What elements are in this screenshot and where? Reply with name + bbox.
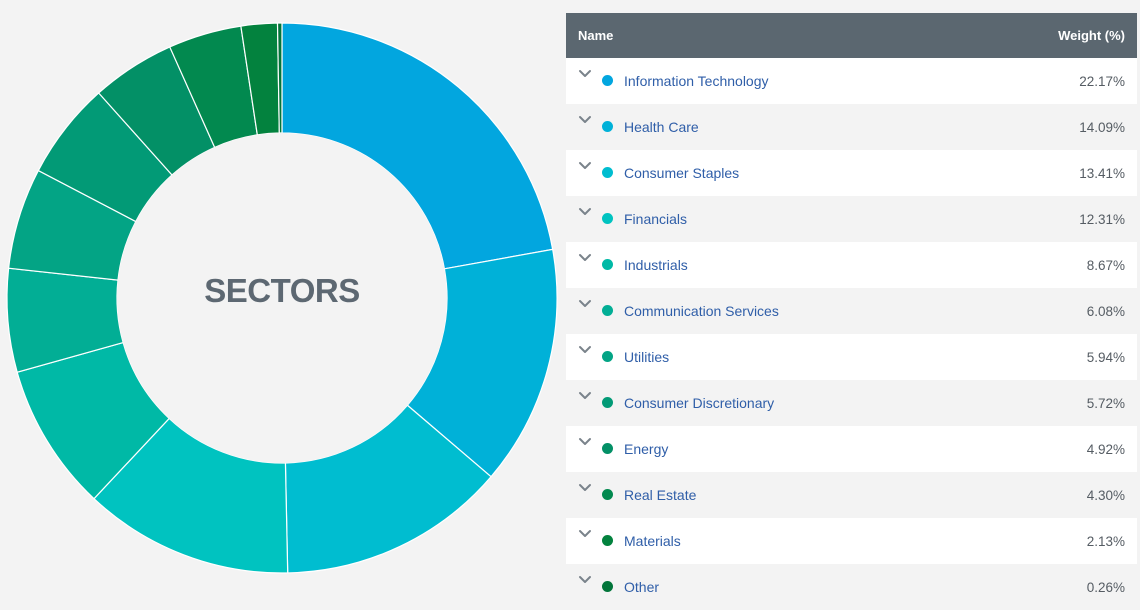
color-dot-icon — [602, 166, 613, 178]
table-row[interactable]: Consumer Staples 13.41% — [566, 150, 1137, 196]
sector-weight: 4.92% — [1086, 441, 1125, 457]
color-dot-icon — [602, 120, 613, 132]
sector-name-link[interactable]: Information Technology — [624, 73, 769, 89]
sector-weight: 8.67% — [1086, 257, 1125, 273]
table-row[interactable]: Financials 12.31% — [566, 196, 1137, 242]
table-row[interactable]: Consumer Discretionary 5.72% — [566, 380, 1137, 426]
chevron-down-icon[interactable] — [578, 527, 592, 541]
table-row[interactable]: Real Estate 4.30% — [566, 472, 1137, 518]
table-header: Name Weight (%) — [566, 13, 1137, 58]
color-dot-icon — [602, 350, 613, 362]
chevron-down-icon[interactable] — [578, 389, 592, 403]
donut-center-label: SECTORS — [204, 272, 360, 309]
table-row[interactable]: Materials 2.13% — [566, 518, 1137, 564]
table-row[interactable]: Industrials 8.67% — [566, 242, 1137, 288]
color-dot-icon — [602, 534, 613, 546]
color-dot-icon — [602, 212, 613, 224]
sector-name-link[interactable]: Utilities — [624, 349, 670, 365]
table-row[interactable]: Communication Services 6.08% — [566, 288, 1137, 334]
donut-svg — [6, 22, 558, 574]
table-body: Information Technology 22.17% Health Care 1… — [566, 58, 1137, 610]
donut-hole — [117, 133, 447, 463]
sector-donut-chart: SECTORS — [0, 0, 566, 610]
color-dot-icon — [602, 304, 613, 316]
chevron-down-icon[interactable] — [578, 113, 592, 127]
table-row[interactable]: Utilities 5.94% — [566, 334, 1137, 380]
sector-weight: 13.41% — [1079, 165, 1125, 181]
chevron-down-icon[interactable] — [578, 435, 592, 449]
header-weight: Weight (%) — [1058, 28, 1125, 43]
sector-name-link[interactable]: Financials — [624, 211, 688, 227]
color-dot-icon — [602, 258, 613, 270]
sector-weight: 4.30% — [1086, 487, 1125, 503]
sector-weight: 14.09% — [1079, 119, 1125, 135]
table-row[interactable]: Health Care 14.09% — [566, 104, 1137, 150]
chevron-down-icon[interactable] — [578, 343, 592, 357]
sector-weight: 5.72% — [1086, 395, 1125, 411]
sector-name-link[interactable]: Energy — [624, 441, 669, 457]
chevron-down-icon[interactable] — [578, 481, 592, 495]
chevron-down-icon[interactable] — [578, 251, 592, 265]
color-dot-icon — [602, 488, 613, 500]
chevron-down-icon[interactable] — [578, 205, 592, 219]
sector-name-link[interactable]: Consumer Staples — [624, 165, 740, 181]
color-dot-icon — [602, 74, 613, 86]
sector-name-link[interactable]: Real Estate — [624, 487, 697, 503]
chevron-down-icon[interactable] — [578, 67, 592, 81]
table-row[interactable]: Other 0.26% — [566, 564, 1137, 610]
sector-weight: 5.94% — [1086, 349, 1125, 365]
sector-weight: 6.08% — [1086, 303, 1125, 319]
sector-name-link[interactable]: Industrials — [624, 257, 688, 273]
chevron-down-icon[interactable] — [578, 159, 592, 173]
sector-weights-table: Name Weight (%) Information Technology 22… — [566, 13, 1137, 610]
table-row[interactable]: Energy 4.92% — [566, 426, 1137, 472]
sector-name-link[interactable]: Materials — [624, 533, 681, 549]
chevron-down-icon[interactable] — [578, 297, 592, 311]
color-dot-icon — [602, 442, 613, 454]
sector-name-link[interactable]: Consumer Discretionary — [624, 395, 775, 411]
chevron-down-icon[interactable] — [578, 573, 592, 587]
sector-weight: 2.13% — [1086, 533, 1125, 549]
table-row[interactable]: Information Technology 22.17% — [566, 58, 1137, 104]
header-name: Name — [578, 28, 614, 43]
color-dot-icon — [602, 580, 613, 592]
color-dot-icon — [602, 396, 613, 408]
sector-name-link[interactable]: Communication Services — [624, 303, 779, 319]
sector-weight: 0.26% — [1086, 579, 1125, 595]
sector-weight: 22.17% — [1079, 73, 1125, 89]
sector-name-link[interactable]: Other — [624, 579, 660, 595]
sector-weight: 12.31% — [1079, 211, 1125, 227]
sector-name-link[interactable]: Health Care — [624, 119, 699, 135]
